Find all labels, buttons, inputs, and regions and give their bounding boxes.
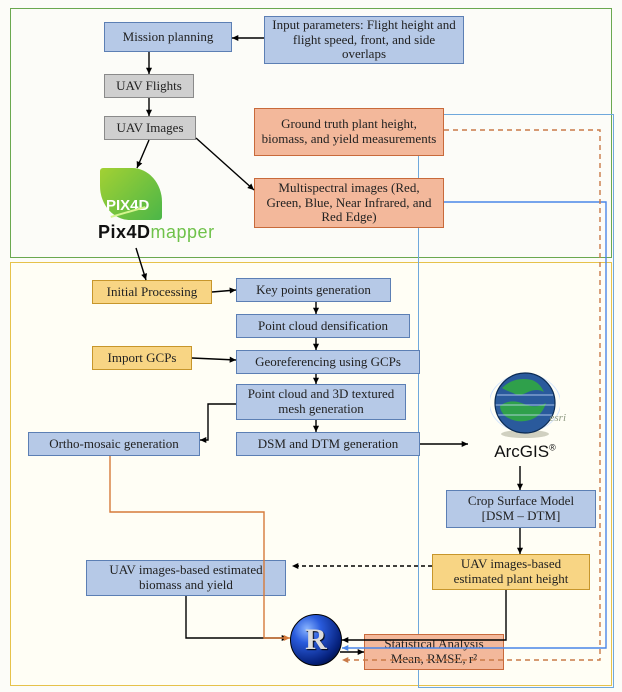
node-initproc: Initial Processing <box>92 280 212 304</box>
pix4d-text: Pix4Dmapper <box>98 222 215 243</box>
node-ortho: Ortho-mosaic generation <box>28 432 200 456</box>
node-csm: Crop Surface Model [DSM – DTM] <box>446 490 596 528</box>
node-multispectral: Multispectral images (Red, Green, Blue, … <box>254 178 444 228</box>
pix4d-text-suffix: mapper <box>151 222 215 242</box>
node-mission: Mission planning <box>104 22 232 52</box>
arcgis-text: ArcGIS <box>494 442 549 461</box>
node-georef: Georeferencing using GCPs <box>236 350 420 374</box>
node-keypoints: Key points generation <box>236 278 391 302</box>
node-meshgen: Point cloud and 3D textured mesh generat… <box>236 384 406 420</box>
arcgis-logo: esri ArcGIS® <box>470 370 580 462</box>
esri-label: esri <box>550 412 567 424</box>
node-groundtruth: Ground truth plant height, biomass, and … <box>254 108 444 156</box>
pix4d-leaf-text: PIX4D <box>106 197 149 214</box>
node-dsmdtm: DSM and DTM generation <box>236 432 420 456</box>
arcgis-label: ArcGIS® <box>470 442 580 462</box>
node-densify: Point cloud densification <box>236 314 410 338</box>
node-stats: Statistical Analysis Mean, RMSE, r² <box>364 634 504 670</box>
pix4d-logo: PIX4D Pix4Dmapper <box>100 226 230 266</box>
r-letter: R <box>305 623 327 657</box>
node-biomass: UAV images-based estimated biomass and y… <box>86 560 286 596</box>
node-inputparams: Input parameters: Flight height and flig… <box>264 16 464 64</box>
node-uavimages: UAV Images <box>104 116 196 140</box>
pix4d-text-bold: Pix4D <box>98 222 151 242</box>
globe-icon: esri <box>490 370 560 440</box>
node-plantheight: UAV images-based estimated plant height <box>432 554 590 590</box>
node-importgcp: Import GCPs <box>92 346 192 370</box>
node-uavflights: UAV Flights <box>104 74 194 98</box>
r-logo: R <box>290 614 342 666</box>
